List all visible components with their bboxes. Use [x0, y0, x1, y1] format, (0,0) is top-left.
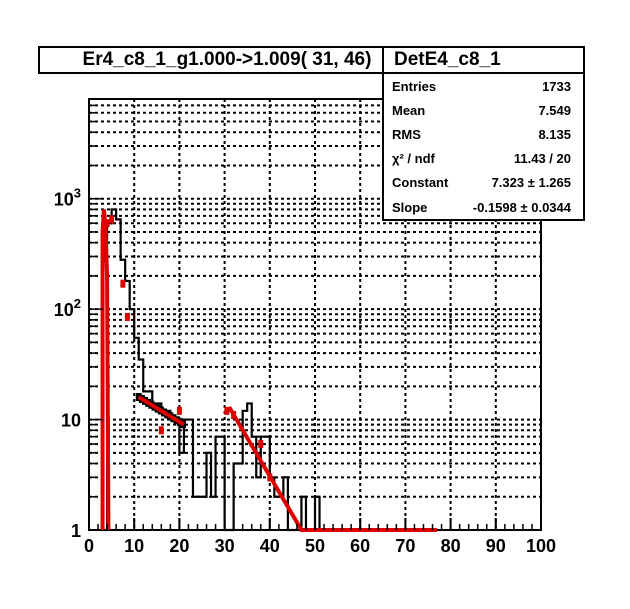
x-tick-label: 50: [305, 536, 325, 556]
stat-row-entries: Entries 1733: [384, 74, 583, 98]
stat-label: χ² / ndf: [392, 151, 435, 167]
fit-marker: [224, 406, 230, 415]
fit-marker: [124, 312, 130, 321]
stat-label: Constant: [392, 175, 449, 191]
stat-value: -0.1598 ± 0.0344: [472, 199, 571, 215]
fit-curves: [100, 209, 438, 532]
histogram-title: Er4_c8_1_g1.000->1.009( 31, 46): [38, 46, 416, 74]
fit-marker: [176, 406, 182, 415]
fit-marker: [109, 215, 115, 224]
stat-label: Slope: [392, 199, 428, 215]
y-tick-label: 103: [54, 186, 81, 210]
fit-marker: [120, 279, 126, 288]
x-tick-label: 80: [441, 536, 461, 556]
x-tick-label: 40: [260, 536, 280, 556]
stat-value: 7.323 ± 1.265: [491, 175, 571, 191]
fit-line: [227, 405, 438, 532]
x-tick-label: 90: [486, 536, 506, 556]
stat-label: Entries: [392, 78, 437, 94]
x-tick-label: 10: [124, 536, 144, 556]
x-tick-label: 0: [84, 536, 94, 556]
stat-value: 11.43 / 20: [513, 151, 571, 167]
fit-line: [100, 209, 111, 531]
x-tick-label: 20: [169, 536, 189, 556]
y-tick-label: 10: [61, 411, 81, 431]
x-tick-label: 100: [526, 536, 556, 556]
stat-value: 7.549: [538, 102, 571, 118]
stats-box: DetE4_c8_1 Entries 1733 Mean 7.549 RMS 8…: [382, 46, 585, 221]
x-tick-label: 60: [350, 536, 370, 556]
stat-value: 1733: [542, 78, 571, 94]
x-tick-label: 70: [395, 536, 415, 556]
stat-row-slope: Slope -0.1598 ± 0.0344: [384, 195, 583, 219]
stat-row-rms: RMS 8.135: [384, 122, 583, 146]
fit-marker: [158, 426, 164, 435]
fit-marker: [231, 411, 237, 420]
fit-marker: [258, 440, 264, 449]
stat-value: 8.135: [538, 126, 571, 142]
stat-row-constant: Constant 7.323 ± 1.265: [384, 171, 583, 195]
stat-label: RMS: [392, 126, 421, 142]
fit-line: [137, 395, 185, 427]
y-tick-label: 102: [54, 296, 81, 320]
y-tick-label: 1: [71, 521, 81, 541]
stat-row-chi2-ndf: χ² / ndf 11.43 / 20: [384, 147, 583, 171]
fit-marker: [104, 219, 110, 228]
stat-label: Mean: [392, 102, 426, 118]
x-tick-label: 30: [215, 536, 235, 556]
stats-histogram-name: DetE4_c8_1: [384, 48, 583, 74]
stat-row-mean: Mean 7.549: [384, 98, 583, 122]
fit-marker: [267, 473, 273, 482]
